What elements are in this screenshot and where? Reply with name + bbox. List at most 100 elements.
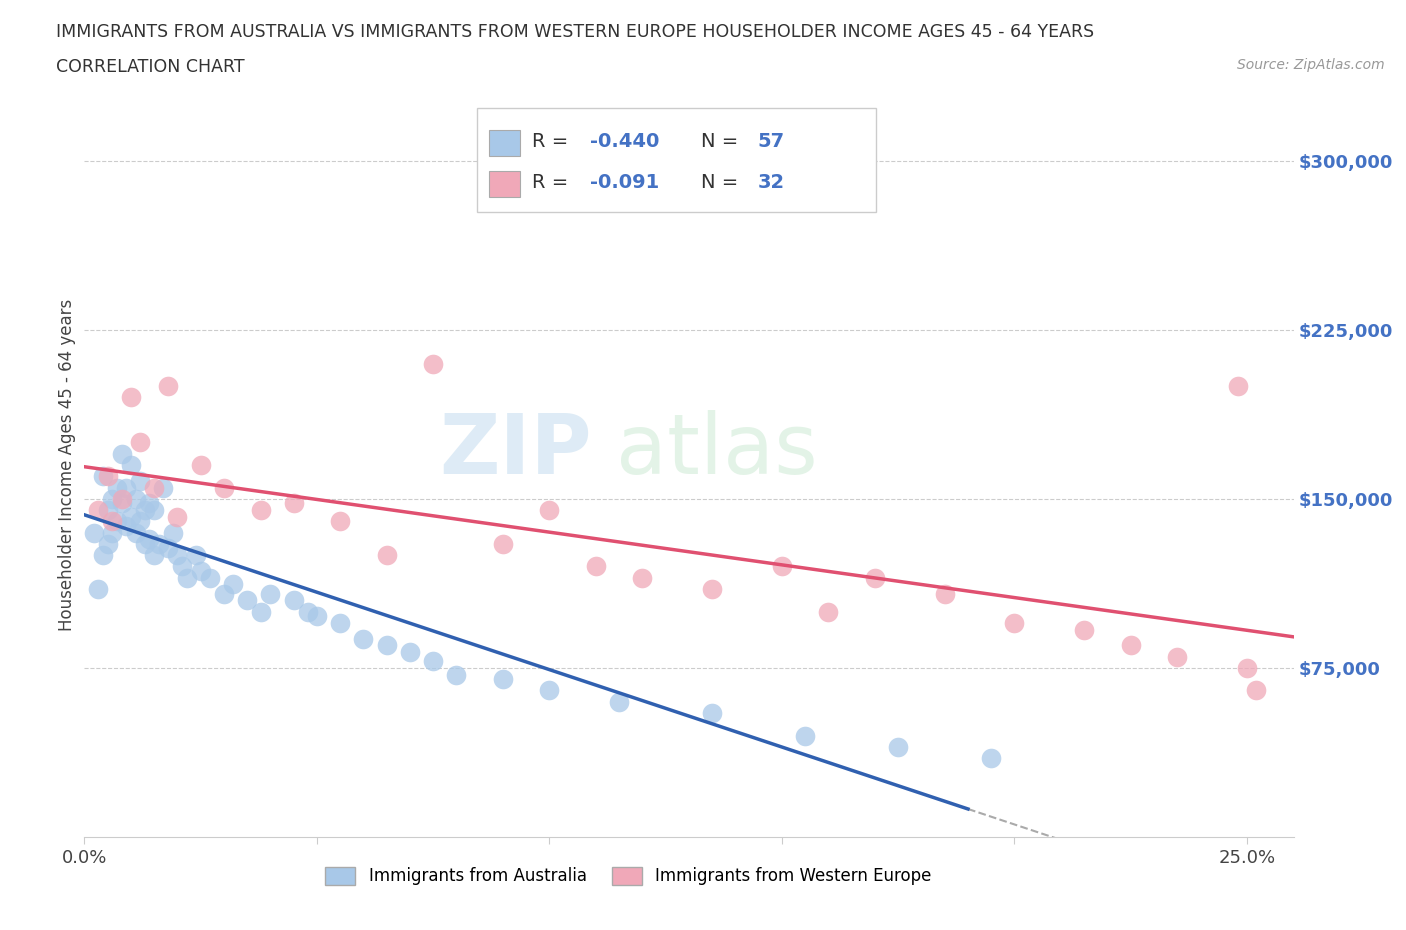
Point [198, 570, 221, 585]
Legend: Immigrants from Australia, Immigrants from Western Europe: Immigrants from Australia, Immigrants fr… [319, 860, 938, 892]
Point [101, 525, 124, 540]
FancyBboxPatch shape [489, 130, 520, 156]
Text: R =: R = [531, 132, 574, 151]
Text: IMMIGRANTS FROM AUSTRALIA VS IMMIGRANTS FROM WESTERN EUROPE HOUSEHOLDER INCOME A: IMMIGRANTS FROM AUSTRALIA VS IMMIGRANTS … [56, 23, 1094, 41]
Text: -0.091: -0.091 [589, 173, 659, 192]
Point [863, 570, 886, 585]
Point [538, 502, 561, 517]
Point [129, 435, 152, 450]
Point [422, 356, 444, 371]
Point [399, 644, 422, 659]
Y-axis label: Householder Income Ages 45 - 64 years: Householder Income Ages 45 - 64 years [58, 299, 76, 631]
Point [148, 537, 170, 551]
Point [115, 518, 138, 533]
Point [702, 706, 724, 721]
FancyBboxPatch shape [489, 171, 520, 197]
Point [212, 480, 235, 495]
Text: ZIP: ZIP [440, 409, 592, 491]
Point [770, 559, 793, 574]
Point [1166, 649, 1188, 664]
Point [87, 581, 110, 596]
Point [305, 608, 328, 623]
Text: 57: 57 [758, 132, 785, 151]
Point [138, 496, 160, 511]
Point [1246, 683, 1268, 698]
Point [120, 458, 142, 472]
Point [538, 683, 561, 698]
Point [1236, 660, 1258, 675]
Point [87, 502, 110, 517]
Point [259, 586, 281, 601]
Point [105, 480, 128, 495]
Text: -0.440: -0.440 [589, 132, 659, 151]
FancyBboxPatch shape [478, 108, 876, 212]
Point [143, 502, 166, 517]
Point [162, 525, 184, 540]
Point [702, 581, 724, 596]
Point [297, 604, 319, 619]
Text: N =: N = [702, 173, 745, 192]
Point [157, 379, 180, 393]
Point [101, 514, 124, 529]
Point [492, 537, 515, 551]
Point [124, 491, 146, 506]
Point [97, 469, 120, 484]
Point [329, 616, 352, 631]
Point [607, 695, 630, 710]
Point [129, 514, 152, 529]
Text: R =: R = [531, 173, 574, 192]
Point [115, 480, 138, 495]
Point [283, 592, 305, 607]
Point [120, 510, 142, 525]
Text: Source: ZipAtlas.com: Source: ZipAtlas.com [1237, 58, 1385, 72]
Point [184, 548, 207, 563]
Point [83, 525, 105, 540]
Point [143, 480, 166, 495]
Point [236, 592, 259, 607]
Point [794, 728, 817, 743]
Point [817, 604, 839, 619]
Point [97, 502, 120, 517]
Text: 32: 32 [758, 173, 785, 192]
Point [97, 537, 120, 551]
Point [422, 654, 444, 669]
Point [887, 739, 910, 754]
Point [1226, 379, 1249, 393]
Point [143, 548, 166, 563]
Point [585, 559, 607, 574]
Point [375, 638, 398, 653]
Point [980, 751, 1002, 765]
Point [1004, 616, 1026, 631]
Point [492, 671, 515, 686]
Point [105, 514, 128, 529]
Point [1073, 622, 1095, 637]
Point [120, 390, 142, 405]
Point [157, 541, 180, 556]
Point [176, 570, 198, 585]
Point [101, 491, 124, 506]
Point [91, 469, 114, 484]
Point [375, 548, 398, 563]
Point [124, 525, 146, 540]
Point [110, 491, 132, 506]
Point [329, 514, 352, 529]
Text: atlas: atlas [616, 409, 818, 491]
Text: N =: N = [702, 132, 745, 151]
Point [631, 570, 654, 585]
Point [166, 548, 188, 563]
Point [446, 667, 468, 682]
Point [1119, 638, 1142, 653]
Point [250, 604, 273, 619]
Point [170, 559, 193, 574]
Point [166, 510, 188, 525]
Point [138, 532, 160, 547]
Point [91, 548, 114, 563]
Point [190, 458, 212, 472]
Point [129, 473, 152, 488]
Point [134, 537, 156, 551]
Point [283, 496, 305, 511]
Point [110, 496, 132, 511]
Point [212, 586, 235, 601]
Point [152, 480, 174, 495]
Point [250, 502, 273, 517]
